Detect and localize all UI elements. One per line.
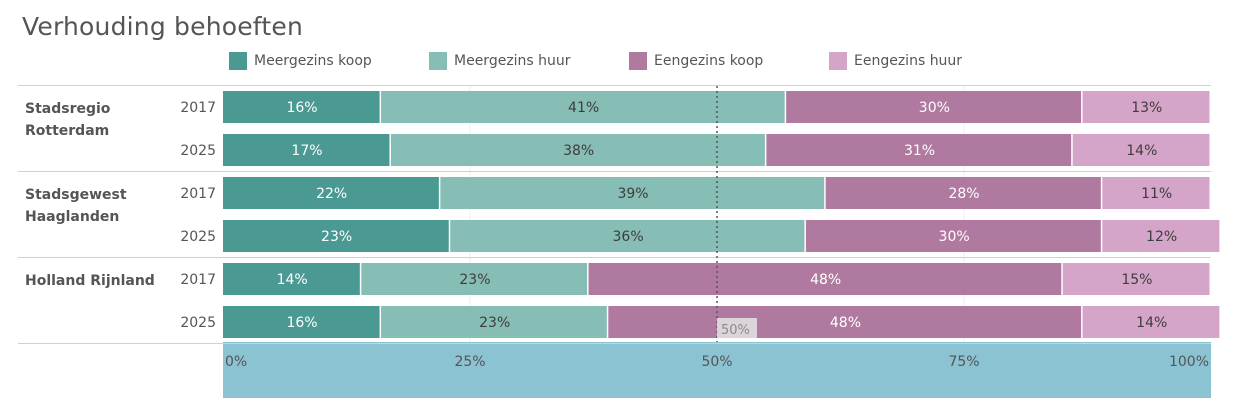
year-label: 2025 [180, 315, 216, 331]
year-label: 2017 [180, 272, 216, 288]
data-label: 28% [948, 186, 979, 202]
bar-eengezins-koop [766, 134, 1072, 166]
chart-title: Verhouding behoeften [22, 12, 304, 41]
bar-eengezins-koop [588, 263, 1062, 295]
bar-eengezins-koop [786, 91, 1082, 123]
x-tick-label: 75% [948, 354, 979, 370]
data-label: 12% [1146, 229, 1177, 245]
region-label: Stadsregio Rotterdam [25, 101, 111, 139]
bar-meergezins-huur [390, 134, 765, 166]
legend-item-meergezins-huur[interactable]: Meergezins huur [429, 51, 571, 71]
reference-label: 50% [721, 323, 750, 338]
legend-swatch [229, 52, 247, 70]
data-label: 11% [1141, 186, 1172, 202]
bar-eengezins-koop [825, 177, 1101, 209]
bar-meergezins-huur [440, 177, 825, 209]
bar-eengezins-huur [1072, 134, 1210, 166]
legend-swatch [829, 52, 847, 70]
legend-label: Eengezins koop [654, 53, 764, 69]
data-label: 17% [291, 143, 322, 159]
data-label: 13% [1131, 100, 1162, 116]
bar-meergezins-koop [223, 263, 360, 295]
year-label: 2025 [180, 143, 216, 159]
data-label: 31% [904, 143, 935, 159]
bar-meergezins-huur [361, 263, 588, 295]
year-label: 2017 [180, 100, 216, 116]
data-label: 23% [459, 272, 490, 288]
bar-eengezins-huur [1062, 263, 1210, 295]
data-label: 41% [568, 100, 599, 116]
legend-label: Meergezins koop [254, 53, 372, 69]
data-label: 48% [830, 315, 861, 331]
region-label: Stadsgewest Haaglanden [25, 187, 127, 225]
bar-meergezins-huur [450, 220, 805, 252]
x-axis-band [223, 342, 1211, 398]
bar-meergezins-koop [223, 177, 439, 209]
data-label: 23% [479, 315, 510, 331]
data-label: 14% [1136, 315, 1167, 331]
data-label: 39% [617, 186, 648, 202]
bar-eengezins-koop [608, 306, 1082, 338]
bar-meergezins-koop [223, 91, 380, 123]
data-label: 16% [286, 315, 317, 331]
legend-item-meergezins-koop[interactable]: Meergezins koop [229, 51, 372, 71]
data-label: 30% [939, 229, 970, 245]
legend-label: Meergezins huur [454, 53, 571, 69]
bar-eengezins-huur [1102, 220, 1220, 252]
reference-label-bg [717, 318, 757, 338]
bar-eengezins-huur [1082, 306, 1220, 338]
data-label: 38% [563, 143, 594, 159]
bar-meergezins-koop [223, 306, 380, 338]
year-label: 2017 [180, 186, 216, 202]
bar-meergezins-koop [223, 220, 449, 252]
legend-item-eengezins-huur[interactable]: Eengezins huur [829, 51, 962, 71]
region-label: Holland Rijnland [25, 273, 155, 289]
data-label: 14% [1126, 143, 1157, 159]
legend-label: Eengezins huur [854, 53, 963, 69]
data-label: 23% [321, 229, 352, 245]
legend-item-eengezins-koop[interactable]: Eengezins koop [629, 51, 763, 71]
year-label: 2025 [180, 229, 216, 245]
x-tick-label: 50% [701, 354, 732, 370]
data-label: 36% [613, 229, 644, 245]
data-label: 22% [316, 186, 347, 202]
legend-swatch [629, 52, 647, 70]
bar-eengezins-huur [1102, 177, 1210, 209]
data-label: 16% [286, 100, 317, 116]
x-tick-label: 100% [1169, 354, 1209, 370]
bar-meergezins-koop [223, 134, 390, 166]
bar-eengezins-huur [1082, 91, 1210, 123]
data-label: 14% [277, 272, 308, 288]
x-tick-label: 0% [225, 354, 247, 370]
bar-meergezins-huur [381, 306, 607, 338]
legend-swatch [429, 52, 447, 70]
data-label: 30% [919, 100, 950, 116]
data-label: 15% [1121, 272, 1152, 288]
bar-eengezins-koop [805, 220, 1101, 252]
x-tick-label: 25% [454, 354, 485, 370]
data-label: 48% [810, 272, 841, 288]
